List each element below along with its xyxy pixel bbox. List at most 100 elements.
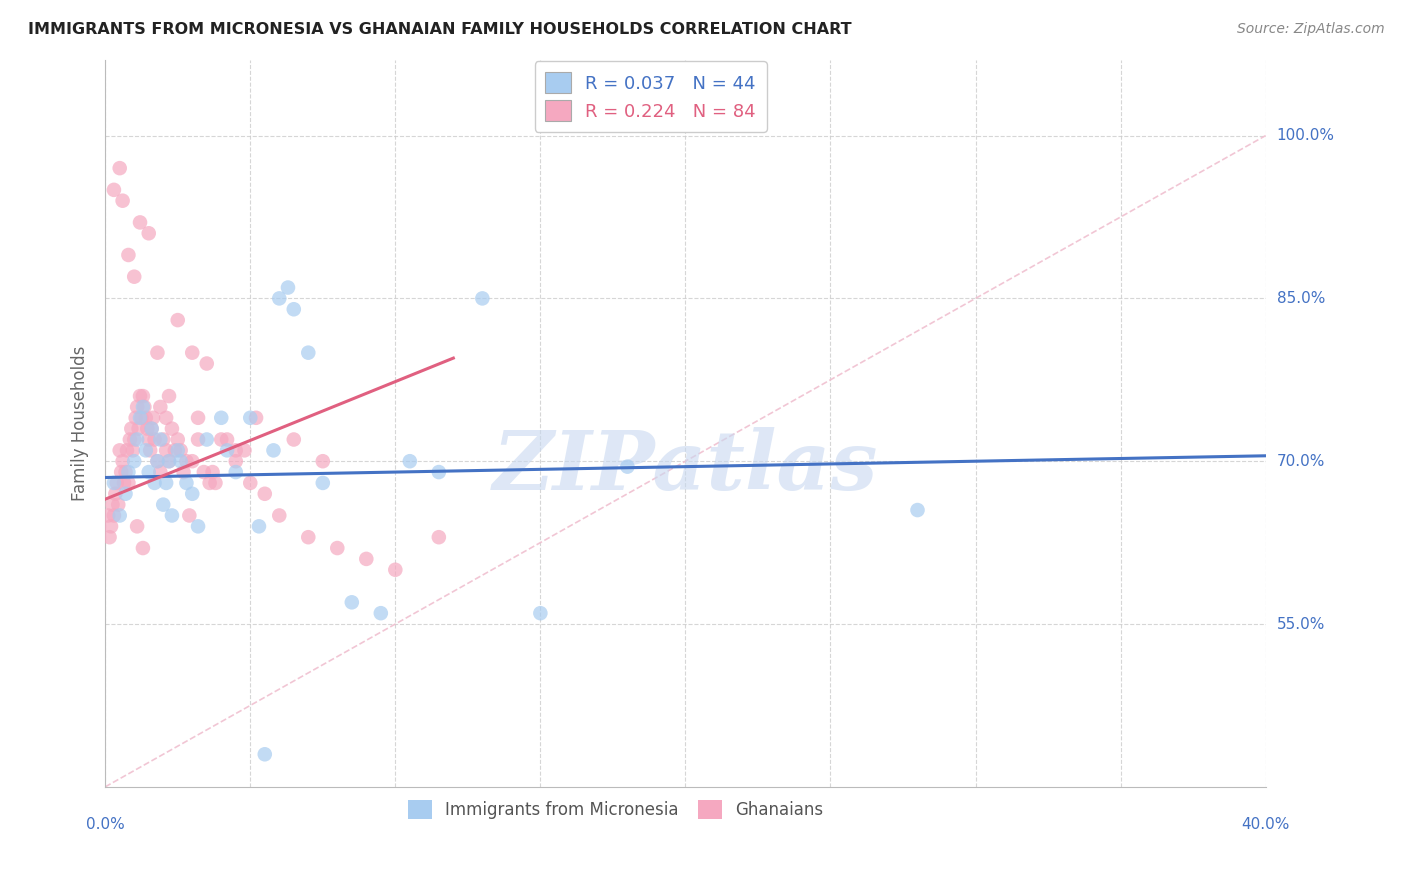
Point [155, 410, 177, 425]
Point [269, 292, 291, 306]
Point [128, 422, 150, 436]
Point [187, 519, 209, 533]
Point [269, 508, 291, 523]
Point [616, 459, 638, 474]
Point [146, 454, 169, 468]
Point [427, 465, 450, 479]
Point [160, 508, 183, 523]
Point [141, 422, 163, 436]
Point [204, 475, 226, 490]
Point [114, 465, 136, 479]
Point [124, 410, 146, 425]
Point [239, 410, 262, 425]
Point [195, 357, 218, 371]
Point [152, 498, 174, 512]
Point [529, 606, 551, 620]
Point [166, 313, 188, 327]
Point [138, 227, 160, 241]
Point [427, 530, 450, 544]
Point [135, 410, 157, 425]
Text: 100.0%: 100.0% [1277, 128, 1334, 143]
Point [173, 465, 195, 479]
Point [163, 443, 186, 458]
Point [127, 433, 149, 447]
Point [141, 422, 163, 436]
Point [181, 345, 204, 359]
Point [312, 454, 335, 468]
Y-axis label: Family Households: Family Households [72, 345, 89, 501]
Text: Source: ZipAtlas.com: Source: ZipAtlas.com [1237, 22, 1385, 37]
Point [169, 443, 191, 458]
Point [132, 541, 155, 555]
Text: 85.0%: 85.0% [1277, 291, 1324, 306]
Point [176, 475, 198, 490]
Legend: Immigrants from Micronesia, Ghanaians: Immigrants from Micronesia, Ghanaians [402, 793, 830, 826]
Point [111, 454, 134, 468]
Point [103, 475, 125, 490]
Point [135, 443, 157, 458]
Point [127, 519, 149, 533]
Point [149, 400, 172, 414]
Point [370, 606, 392, 620]
Point [131, 410, 153, 425]
Point [117, 465, 139, 479]
Point [326, 541, 349, 555]
Point [121, 443, 143, 458]
Point [100, 519, 122, 533]
Point [98, 530, 121, 544]
Point [157, 454, 180, 468]
Point [283, 433, 305, 447]
Point [132, 400, 155, 414]
Point [138, 465, 160, 479]
Point [142, 410, 165, 425]
Point [97, 508, 120, 523]
Point [297, 530, 319, 544]
Point [297, 345, 319, 359]
Point [215, 443, 238, 458]
Point [356, 552, 378, 566]
Point [187, 433, 209, 447]
Point [134, 400, 156, 414]
Point [245, 410, 267, 425]
Point [120, 422, 142, 436]
Point [907, 503, 929, 517]
Point [149, 433, 172, 447]
Point [129, 410, 152, 425]
Point [149, 465, 172, 479]
Point [103, 183, 125, 197]
Point [247, 519, 270, 533]
Point [209, 410, 232, 425]
Point [146, 454, 169, 468]
Text: 55.0%: 55.0% [1277, 616, 1324, 632]
Point [179, 508, 201, 523]
Point [471, 292, 494, 306]
Point [118, 433, 141, 447]
Point [253, 747, 276, 762]
Point [114, 487, 136, 501]
Point [139, 443, 162, 458]
Point [398, 454, 420, 468]
Point [155, 443, 177, 458]
Point [157, 454, 180, 468]
Point [108, 508, 131, 523]
Point [143, 433, 166, 447]
Point [193, 465, 215, 479]
Point [143, 475, 166, 490]
Point [127, 400, 149, 414]
Point [105, 475, 128, 490]
Point [169, 454, 191, 468]
Point [108, 443, 131, 458]
Point [117, 248, 139, 262]
Point [239, 475, 262, 490]
Point [101, 498, 124, 512]
Point [152, 433, 174, 447]
Point [155, 475, 177, 490]
Point [160, 422, 183, 436]
Point [209, 433, 232, 447]
Point [103, 508, 125, 523]
Point [201, 465, 224, 479]
Point [215, 433, 238, 447]
Point [136, 422, 159, 436]
Point [340, 595, 363, 609]
Point [277, 280, 299, 294]
